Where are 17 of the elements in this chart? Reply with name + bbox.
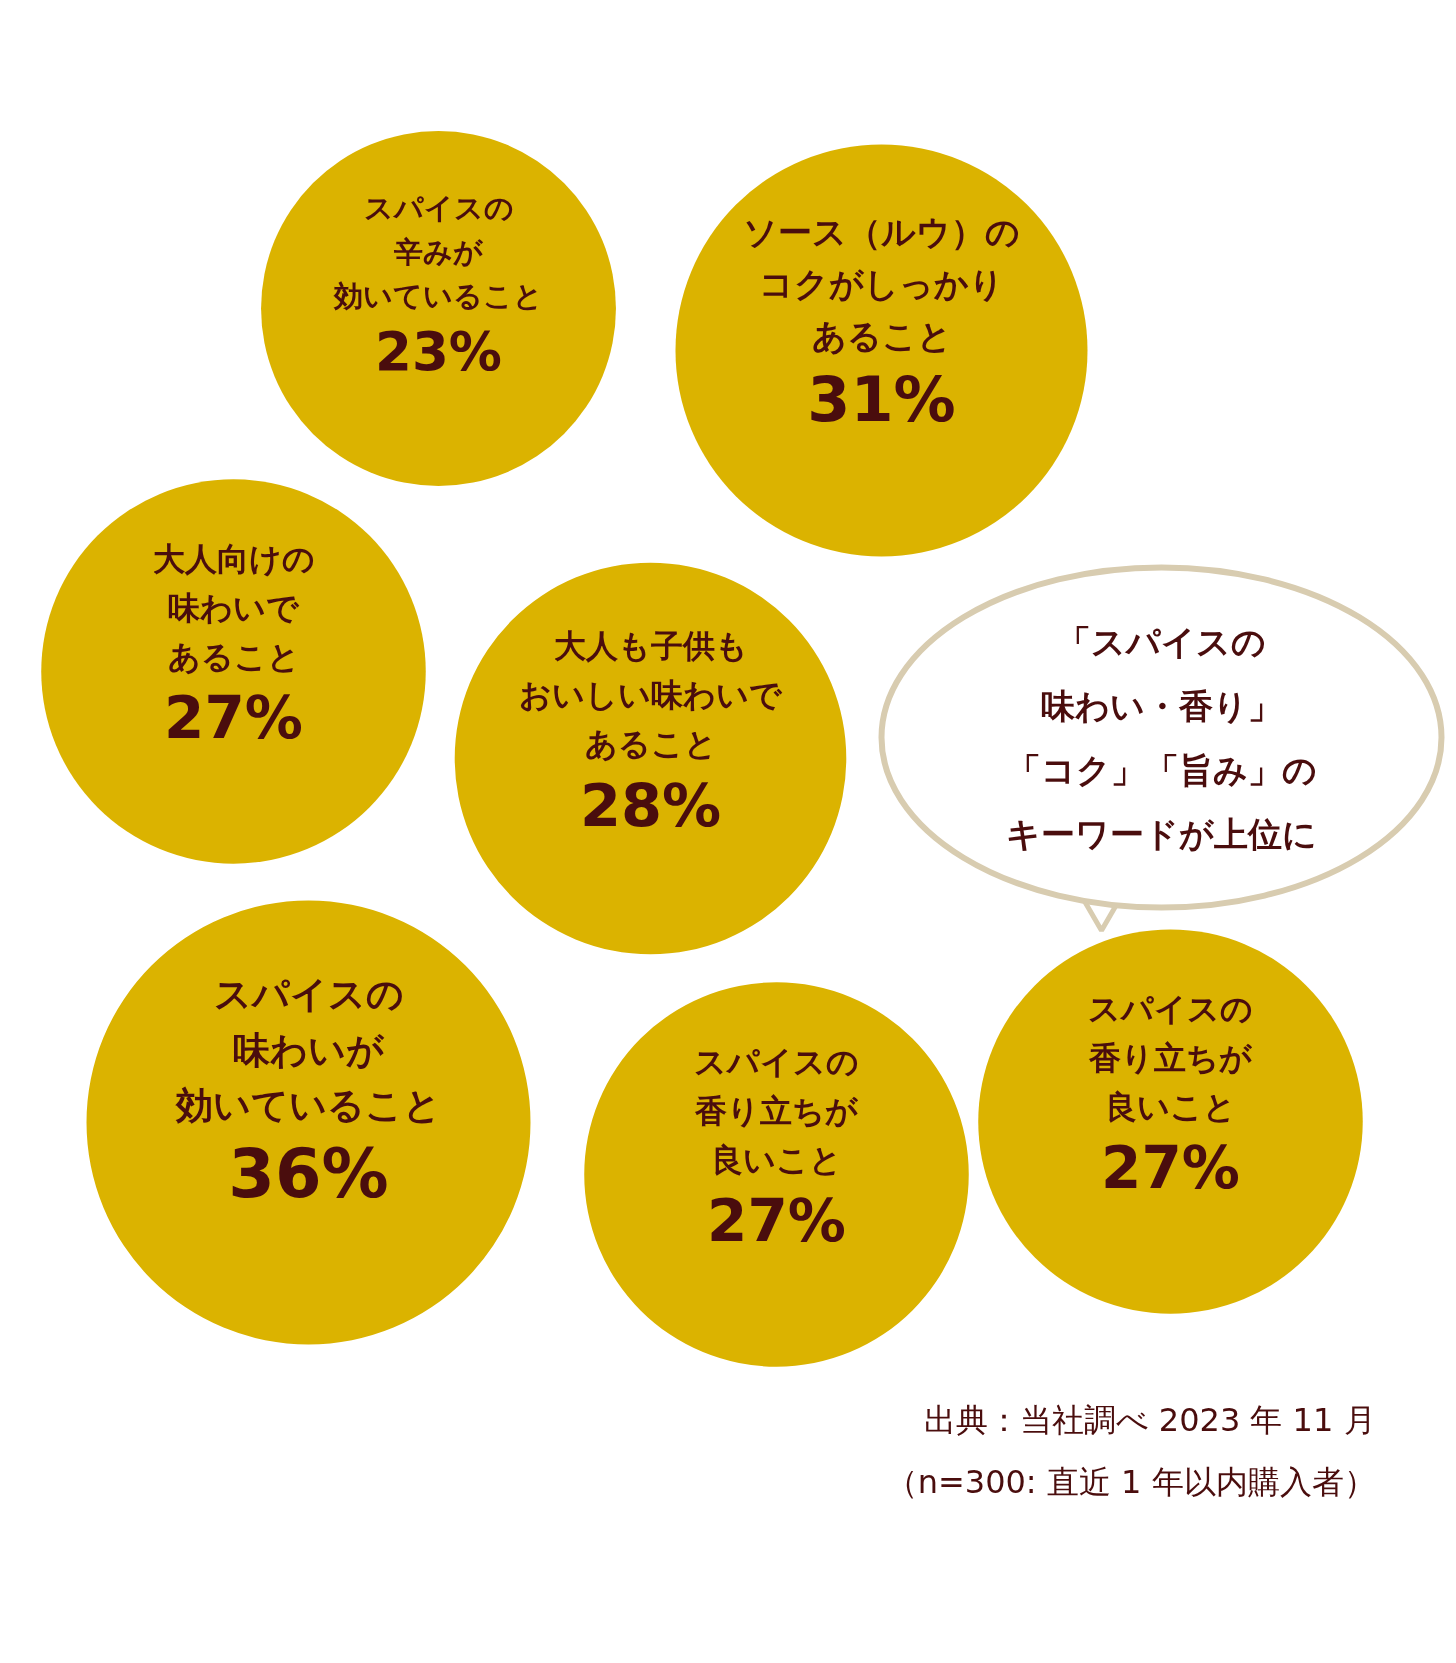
data-label: 27%: [164, 683, 303, 752]
data-label: 27%: [1101, 1133, 1240, 1202]
category-label: ソース（ルウ）のコクがしっかりあること: [743, 211, 1020, 356]
category-label: 大人向けの味わいであること: [152, 539, 315, 677]
text: （n=300: 直近 1 年以内購入者）: [885, 1462, 1376, 1501]
data-label: 36%: [228, 1134, 389, 1213]
data-label: 28%: [579, 770, 722, 840]
category-label: スパイスの香り立ちが良いこと: [1088, 989, 1253, 1127]
data-label: 23%: [375, 320, 502, 382]
category-label: スパイスの辛みが効いていること: [333, 191, 543, 314]
data-label: 27%: [707, 1186, 846, 1255]
category-label: 大人も子供もおいしい味わいであること: [519, 626, 783, 764]
source-note: 出典：当社調べ 2023 年 11 月: [923, 1400, 1376, 1439]
category-label: スパイスの香り立ちが良いこと: [694, 1042, 859, 1180]
text: 「スパイスの味わい・香り」「コク」「旨み」のキーワードが上位に: [1006, 621, 1317, 854]
data-label: 31%: [807, 362, 956, 436]
category-label: スパイスの味わいが効いていること: [175, 972, 441, 1128]
